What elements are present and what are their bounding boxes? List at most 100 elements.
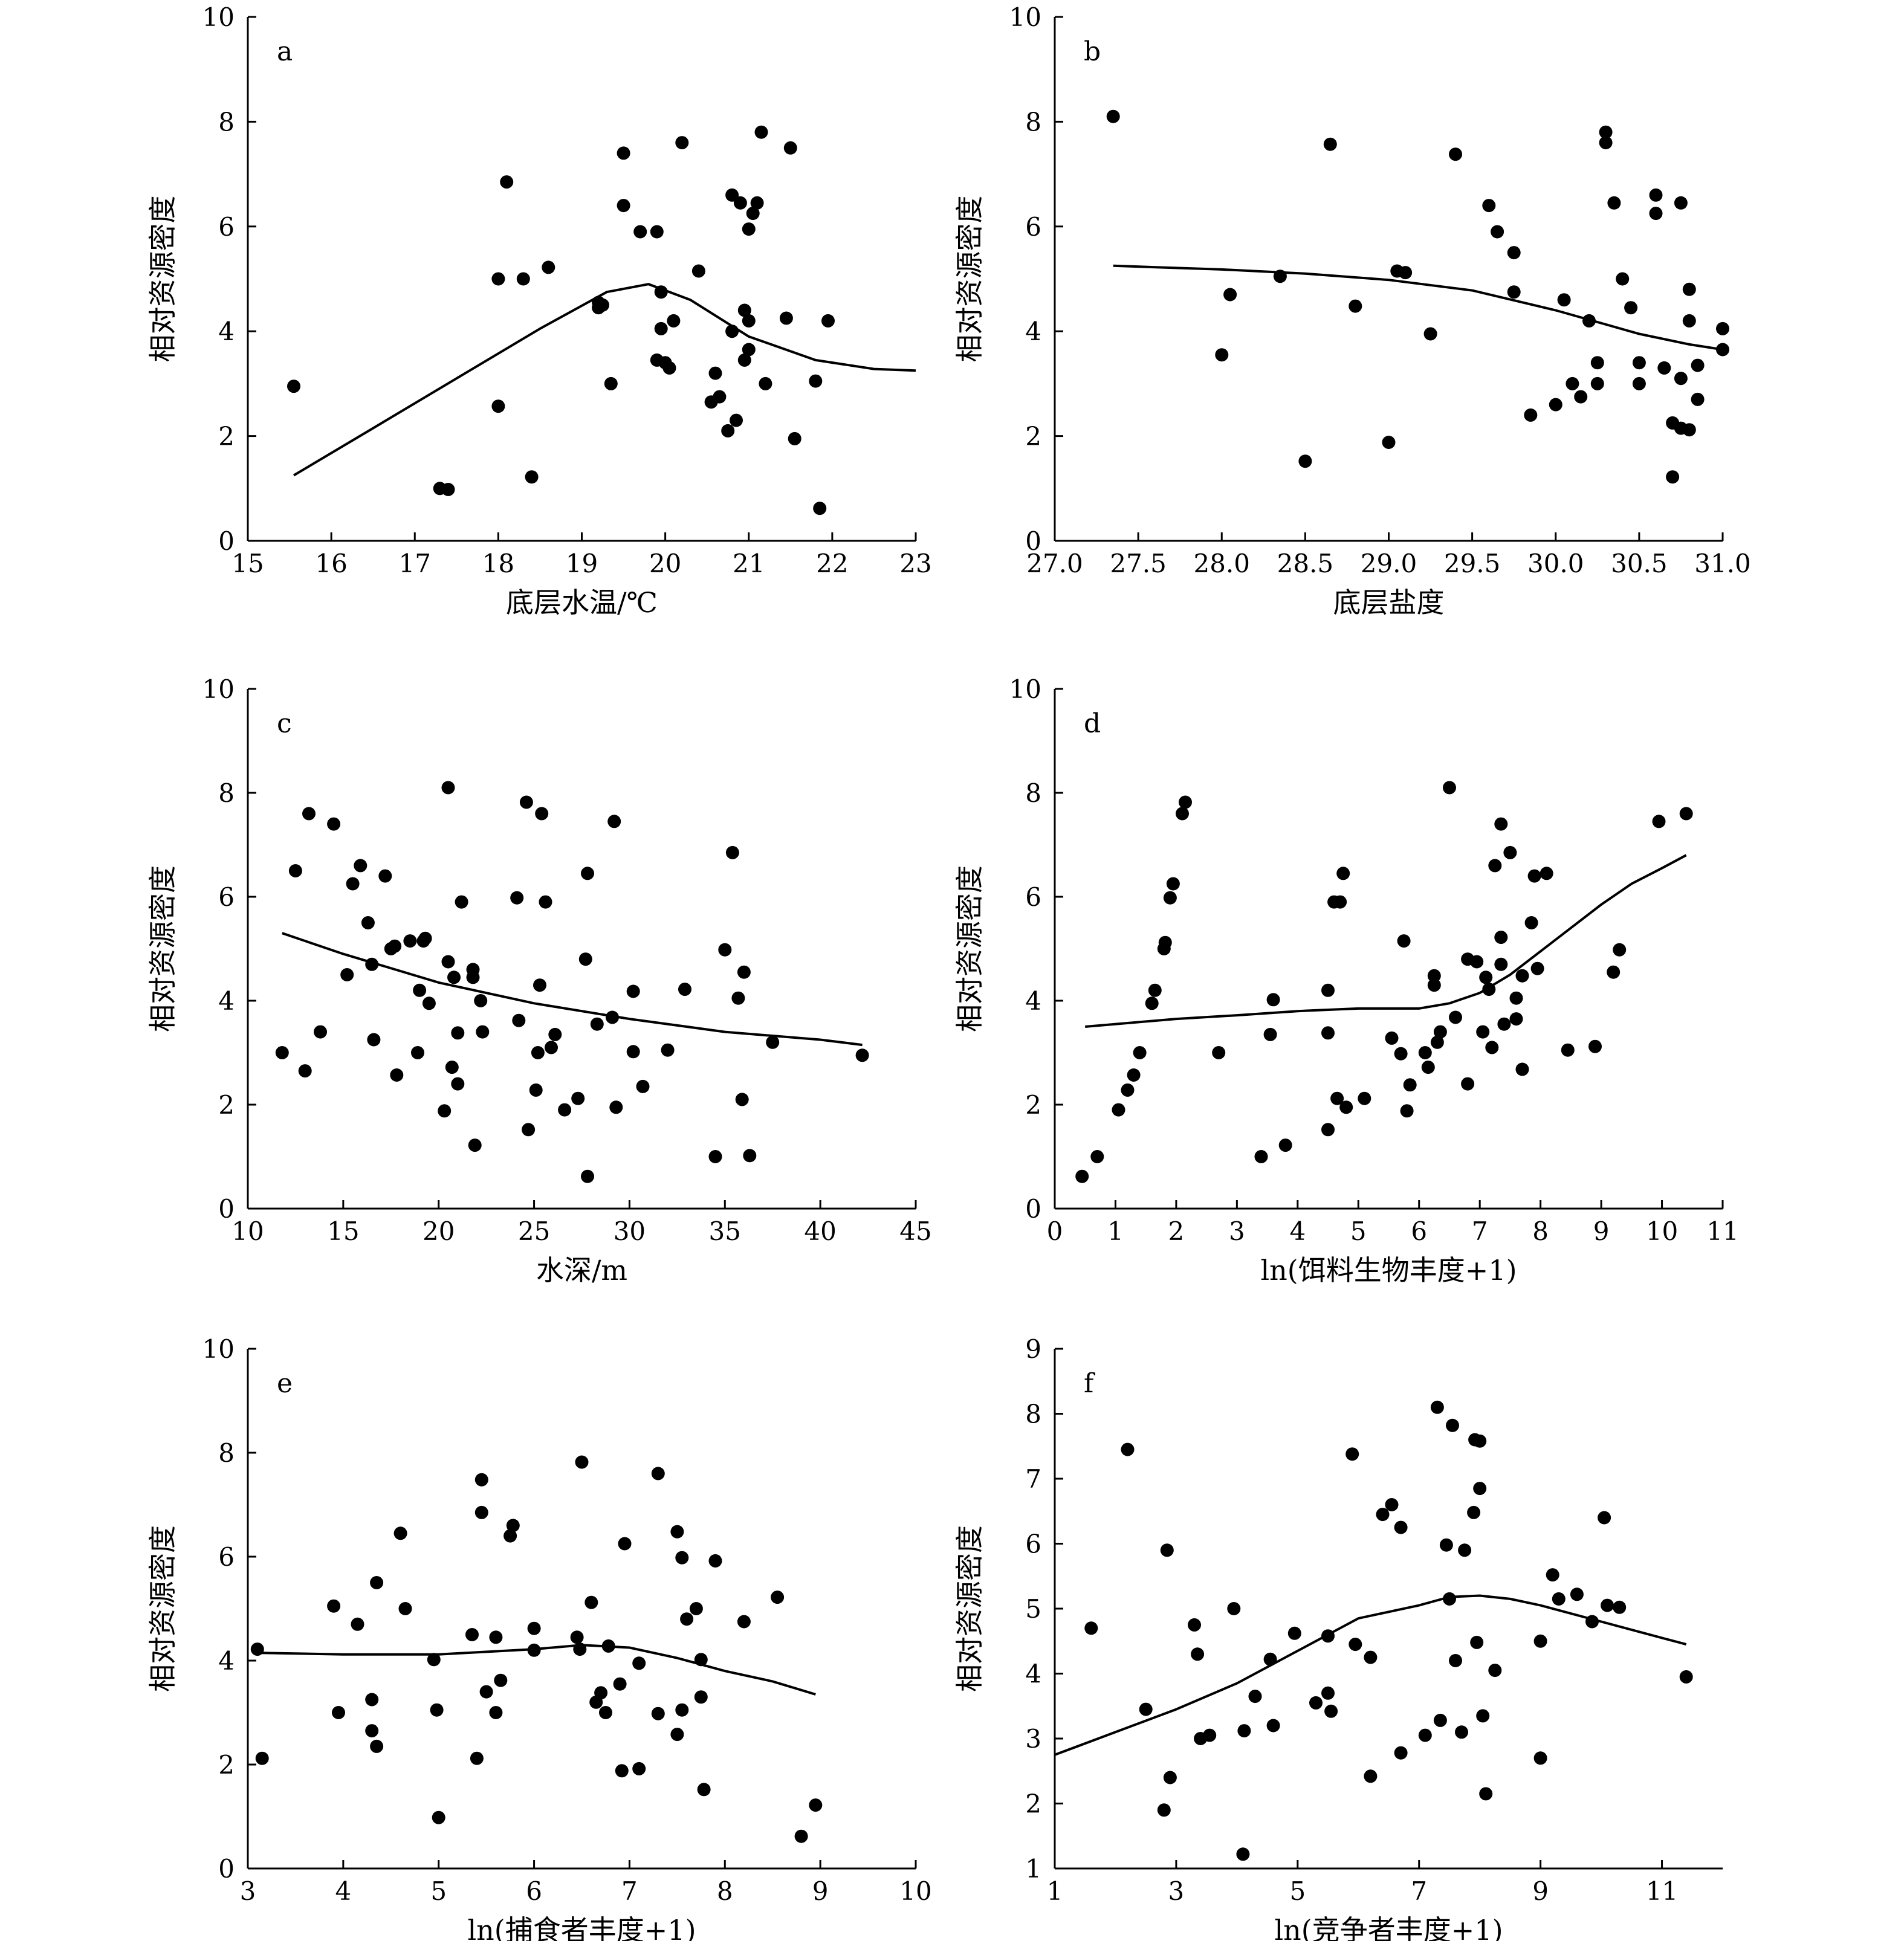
y-axis-label: 相对资源密度 — [953, 1525, 986, 1692]
data-point — [667, 314, 681, 328]
data-point — [1397, 934, 1411, 948]
data-point — [680, 1612, 694, 1626]
data-point — [1582, 314, 1596, 328]
data-point — [746, 207, 760, 221]
data-point — [1430, 1035, 1444, 1049]
data-point — [737, 1615, 751, 1629]
y-tick-label: 10 — [202, 2, 235, 32]
data-point — [510, 891, 524, 905]
data-point — [1382, 436, 1396, 449]
y-tick-label: 10 — [1009, 674, 1041, 704]
data-point — [1503, 845, 1517, 859]
data-point — [500, 175, 514, 189]
data-point — [594, 1686, 608, 1700]
data-point — [1624, 301, 1638, 315]
data-point — [287, 379, 300, 393]
x-tick-label: 10 — [1646, 1216, 1678, 1246]
data-point — [1349, 299, 1362, 313]
data-point — [584, 1595, 598, 1609]
data-point — [390, 1068, 404, 1082]
data-point — [1443, 781, 1456, 795]
data-point — [766, 1035, 780, 1049]
data-point — [1273, 270, 1287, 283]
data-point — [1148, 983, 1162, 997]
data-point — [754, 125, 768, 139]
fit-curve — [282, 932, 863, 1047]
data-point — [1133, 1046, 1147, 1059]
x-axis-label: 底层水温/℃ — [506, 586, 658, 619]
data-point — [545, 1041, 558, 1054]
data-point — [451, 1077, 465, 1091]
data-point — [1399, 266, 1413, 280]
data-point — [418, 931, 432, 945]
data-point — [1236, 1847, 1250, 1861]
data-point — [654, 285, 668, 299]
x-tick-label: 23 — [899, 549, 931, 578]
data-point — [1358, 1091, 1371, 1105]
data-point — [1203, 1728, 1217, 1742]
data-point — [1333, 895, 1347, 909]
data-point — [636, 1079, 650, 1093]
data-point — [302, 807, 316, 821]
data-point — [388, 939, 402, 953]
y-tick-label: 4 — [1025, 986, 1041, 1016]
data-point — [255, 1751, 269, 1765]
y-tick-label: 2 — [218, 1750, 235, 1780]
x-tick-label: 16 — [315, 549, 347, 578]
x-tick-label: 5 — [1350, 1216, 1367, 1246]
y-tick-label: 6 — [218, 882, 235, 912]
data-point — [604, 376, 618, 390]
data-point — [1418, 1728, 1432, 1742]
data-point — [361, 916, 375, 929]
data-point — [1263, 1652, 1277, 1666]
y-tick-label: 1 — [1025, 1854, 1041, 1884]
data-point — [354, 859, 368, 873]
x-tick-label: 18 — [482, 549, 514, 578]
panel-letter: a — [277, 36, 293, 67]
x-axis-label: 底层盐度 — [1333, 586, 1445, 619]
y-tick-label: 4 — [218, 317, 235, 346]
fit-curve — [293, 283, 916, 477]
x-tick-label: 15 — [327, 1216, 359, 1246]
data-point — [1691, 358, 1705, 372]
data-point — [445, 1061, 459, 1074]
data-point — [1533, 1751, 1547, 1765]
data-point — [1336, 867, 1350, 880]
y-tick-label: 2 — [1025, 422, 1041, 451]
data-point — [474, 1505, 488, 1519]
data-point — [670, 1728, 684, 1742]
data-point — [1145, 996, 1159, 1010]
data-point — [1549, 398, 1562, 412]
data-point — [1433, 1713, 1447, 1727]
data-point — [1163, 891, 1177, 905]
data-point — [670, 1525, 684, 1539]
data-point — [788, 431, 801, 445]
y-tick-label: 5 — [1025, 1594, 1041, 1624]
x-tick-label: 6 — [526, 1876, 542, 1906]
data-point — [1691, 392, 1705, 406]
data-point — [327, 817, 341, 831]
x-tick-label: 30.0 — [1527, 549, 1584, 578]
data-point — [1515, 969, 1529, 983]
data-point — [713, 390, 727, 404]
data-point — [1309, 1696, 1323, 1710]
data-point — [470, 1751, 484, 1765]
data-point — [1278, 1138, 1292, 1152]
data-point — [737, 965, 751, 979]
x-tick-label: 1 — [1107, 1216, 1124, 1246]
data-point — [1321, 1123, 1335, 1137]
data-point — [618, 1537, 632, 1551]
data-point — [1585, 1615, 1599, 1629]
data-point — [689, 1602, 703, 1615]
data-point — [1666, 470, 1680, 484]
y-tick-label: 2 — [218, 422, 235, 451]
data-point — [1607, 196, 1621, 210]
data-point — [527, 1621, 541, 1635]
data-point — [1476, 1025, 1490, 1039]
x-tick-label: 9 — [1593, 1216, 1610, 1246]
data-point — [675, 136, 689, 150]
data-point — [1632, 376, 1646, 390]
data-point — [578, 952, 592, 966]
y-tick-label: 0 — [1025, 526, 1041, 556]
panel-letter: b — [1084, 36, 1101, 67]
